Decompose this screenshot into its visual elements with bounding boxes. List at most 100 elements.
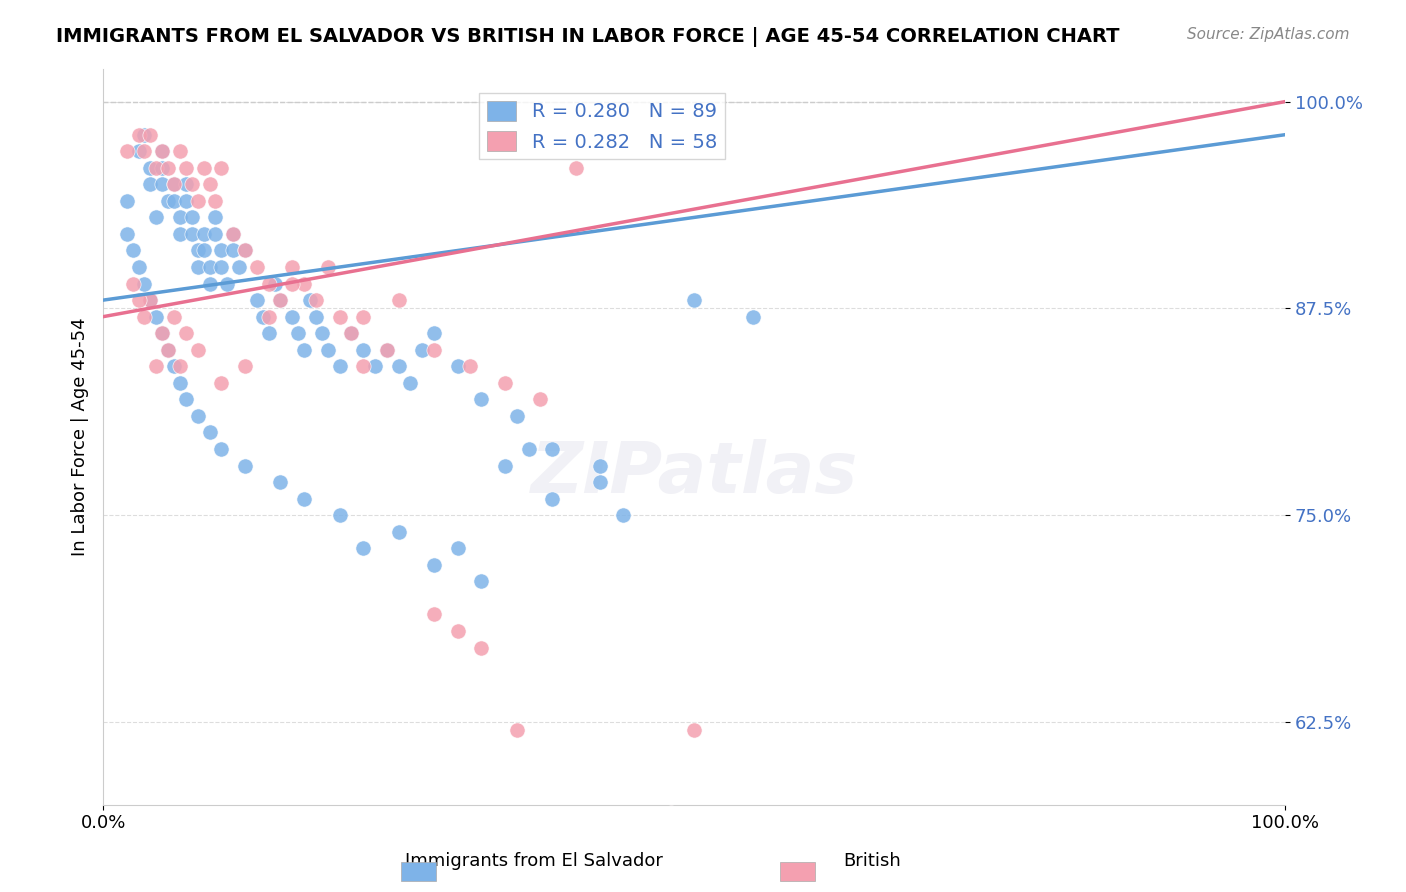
- Point: [115, 227, 138, 241]
- Point: [340, 326, 363, 341]
- Point: [209, 260, 232, 274]
- Point: [292, 277, 315, 291]
- Point: [316, 343, 339, 357]
- Point: [180, 211, 202, 225]
- Point: [204, 194, 226, 208]
- Point: [134, 310, 156, 324]
- Text: Source: ZipAtlas.com: Source: ZipAtlas.com: [1187, 27, 1350, 42]
- Point: [134, 145, 156, 159]
- Point: [352, 541, 374, 556]
- Point: [659, 805, 682, 820]
- Point: [352, 359, 374, 374]
- Point: [204, 227, 226, 241]
- Point: [169, 227, 191, 241]
- Point: [298, 293, 321, 307]
- Point: [252, 310, 274, 324]
- Point: [222, 227, 245, 241]
- Point: [506, 409, 529, 423]
- Point: [217, 277, 239, 291]
- Point: [193, 244, 215, 258]
- Point: [494, 376, 516, 390]
- Point: [447, 624, 470, 638]
- Point: [683, 723, 706, 738]
- Point: [145, 359, 167, 374]
- Point: [388, 359, 411, 374]
- Point: [209, 244, 232, 258]
- Point: [198, 425, 221, 440]
- Point: [281, 310, 304, 324]
- Point: [375, 343, 398, 357]
- Point: [174, 194, 197, 208]
- Point: [388, 524, 411, 539]
- Point: [588, 475, 610, 489]
- Point: [115, 145, 138, 159]
- Point: [157, 194, 180, 208]
- Point: [423, 326, 446, 341]
- Point: [187, 244, 209, 258]
- Point: [328, 508, 350, 523]
- Point: [204, 211, 226, 225]
- Point: [139, 128, 162, 142]
- Point: [139, 161, 162, 175]
- Point: [447, 541, 470, 556]
- Point: [233, 244, 256, 258]
- Point: [128, 293, 150, 307]
- Point: [222, 244, 245, 258]
- Point: [246, 260, 269, 274]
- Point: [174, 161, 197, 175]
- Point: [174, 178, 197, 192]
- Point: [588, 458, 610, 473]
- Point: [287, 326, 309, 341]
- Point: [352, 343, 374, 357]
- Point: [150, 178, 173, 192]
- Point: [198, 277, 221, 291]
- Point: [209, 376, 232, 390]
- Point: [163, 359, 186, 374]
- Point: [423, 607, 446, 622]
- Point: [233, 244, 256, 258]
- Point: [269, 293, 291, 307]
- Legend: R = 0.280   N = 89, R = 0.282   N = 58: R = 0.280 N = 89, R = 0.282 N = 58: [479, 93, 725, 160]
- Point: [121, 277, 143, 291]
- Point: [506, 723, 529, 738]
- Point: [292, 491, 315, 506]
- Point: [281, 277, 304, 291]
- Point: [180, 178, 202, 192]
- Point: [198, 178, 221, 192]
- Point: [169, 145, 191, 159]
- Point: [742, 310, 765, 324]
- Point: [150, 326, 173, 341]
- Point: [180, 227, 202, 241]
- Point: [157, 343, 180, 357]
- Point: [163, 194, 186, 208]
- Point: [222, 227, 245, 241]
- Point: [257, 326, 280, 341]
- Point: [187, 194, 209, 208]
- Point: [233, 458, 256, 473]
- Point: [174, 326, 197, 341]
- Point: [352, 310, 374, 324]
- Point: [388, 293, 411, 307]
- Point: [683, 293, 706, 307]
- Point: [529, 392, 551, 407]
- Point: [174, 392, 197, 407]
- Point: [257, 277, 280, 291]
- Point: [139, 293, 162, 307]
- Point: [128, 128, 150, 142]
- Point: [163, 178, 186, 192]
- Point: [139, 178, 162, 192]
- Point: [150, 145, 173, 159]
- Point: [121, 244, 143, 258]
- Point: [423, 558, 446, 572]
- Text: Immigrants from El Salvador: Immigrants from El Salvador: [405, 852, 664, 870]
- Text: IMMIGRANTS FROM EL SALVADOR VS BRITISH IN LABOR FORCE | AGE 45-54 CORRELATION CH: IMMIGRANTS FROM EL SALVADOR VS BRITISH I…: [56, 27, 1119, 46]
- Text: British: British: [842, 852, 901, 870]
- Point: [228, 260, 250, 274]
- Point: [169, 211, 191, 225]
- Point: [269, 475, 291, 489]
- Point: [187, 260, 209, 274]
- Point: [494, 458, 516, 473]
- Point: [311, 326, 333, 341]
- Text: ZIPatlas: ZIPatlas: [530, 439, 858, 508]
- Point: [305, 310, 328, 324]
